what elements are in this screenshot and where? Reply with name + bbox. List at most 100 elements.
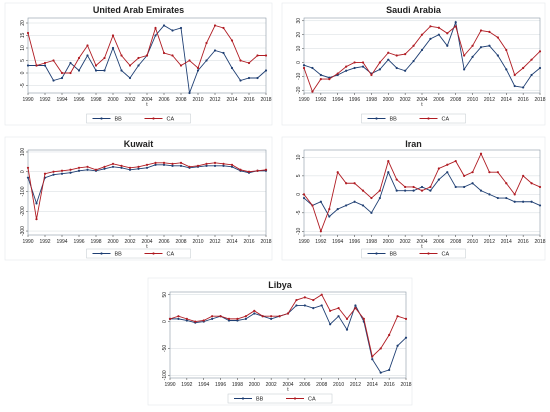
data-point-bb: [103, 69, 106, 72]
x-axis-label: t: [146, 102, 148, 108]
data-point-ca: [270, 315, 273, 318]
data-point-bb: [179, 164, 183, 167]
data-point-ca: [286, 312, 290, 315]
x-tick-label: 1994: [198, 382, 209, 388]
x-tick-label: 2014: [226, 239, 237, 245]
data-point-ca: [196, 66, 200, 70]
data-point-bb: [247, 76, 251, 80]
data-point-ca: [278, 315, 281, 318]
data-point-bb: [302, 196, 306, 200]
data-point-bb: [479, 46, 483, 49]
x-axis-label: t: [287, 387, 289, 393]
y-tick-label: 20: [296, 32, 302, 38]
x-tick-label: 2012: [209, 239, 220, 245]
data-point-bb: [319, 200, 322, 203]
data-point-bb: [387, 58, 390, 61]
data-point-bb: [244, 317, 247, 320]
x-tick-label: 2014: [501, 239, 512, 245]
y-tick-label: 10: [296, 154, 302, 160]
data-point-ca: [77, 166, 81, 169]
data-point-bb: [522, 200, 525, 203]
data-point-bb: [111, 165, 115, 168]
chart-panel: Kuwait -300 -200 -100 0 100 1990 1992 1994 1996 19…: [4, 136, 273, 261]
legend-marker-ca: [427, 117, 430, 120]
data-point-ca: [227, 317, 231, 320]
data-point-ca: [522, 174, 525, 177]
data-point-bb: [162, 24, 166, 27]
data-point-bb: [488, 44, 491, 47]
data-point-bb: [60, 172, 64, 175]
x-tick-label: 2008: [450, 97, 461, 103]
data-point-bb: [35, 202, 38, 205]
data-point-ca: [244, 315, 247, 318]
data-point-ca: [154, 26, 157, 30]
x-tick-label: 1994: [332, 239, 343, 245]
data-point-ca: [371, 355, 374, 358]
data-point-ca: [60, 169, 64, 172]
data-point-ca: [361, 61, 365, 64]
data-point-ca: [145, 54, 149, 57]
chart-title: Iran: [405, 139, 422, 149]
x-tick-label: 1996: [215, 382, 226, 388]
legend: [86, 248, 191, 259]
data-point-bb: [345, 204, 348, 207]
data-point-bb: [345, 328, 349, 331]
data-point-bb: [145, 166, 149, 169]
data-point-bb: [69, 171, 72, 174]
x-tick-label: 1992: [181, 382, 192, 388]
x-tick-label: 2008: [175, 239, 186, 245]
x-tick-label: 2010: [192, 239, 203, 245]
x-tick-label: 2002: [400, 97, 411, 103]
data-point-ca: [256, 169, 259, 172]
data-point-bb: [446, 44, 449, 47]
y-tick-label: -20: [296, 86, 302, 93]
data-point-ca: [103, 56, 106, 60]
chart-title: Saudi Arabia: [386, 5, 442, 15]
data-point-ca: [396, 315, 399, 318]
data-point-ca: [43, 61, 47, 65]
data-point-bb: [379, 371, 382, 374]
data-point-ca: [137, 165, 140, 168]
data-point-ca: [463, 174, 466, 177]
legend-marker-ca: [427, 252, 430, 255]
x-tick-label: 2004: [141, 239, 152, 245]
x-tick-label: 2006: [433, 97, 444, 103]
x-tick-label: 2002: [266, 382, 277, 388]
x-tick-label: 2010: [467, 97, 478, 103]
x-tick-label: 2006: [433, 239, 444, 245]
data-point-bb: [213, 49, 217, 52]
y-tick-label: 50: [162, 292, 168, 298]
x-tick-label: 2008: [175, 97, 186, 103]
data-point-ca: [395, 54, 398, 57]
data-point-ca: [261, 315, 264, 318]
data-point-bb: [60, 76, 64, 80]
legend-label-bb: BB: [390, 117, 398, 123]
data-point-bb: [454, 185, 457, 189]
data-point-ca: [69, 71, 72, 75]
data-point-bb: [396, 344, 399, 347]
legend-label-ca: CA: [167, 252, 175, 258]
data-point-ca: [213, 24, 217, 27]
data-point-bb: [52, 173, 55, 176]
data-point-ca: [26, 166, 30, 169]
data-point-ca: [52, 170, 55, 173]
data-point-ca: [205, 41, 208, 45]
x-tick-label: 2008: [450, 239, 461, 245]
data-point-bb: [420, 185, 424, 189]
y-tick-label: -100: [162, 370, 168, 380]
x-tick-label: 2018: [400, 382, 411, 388]
data-point-bb: [429, 189, 432, 192]
legend-label-ca: CA: [442, 117, 450, 123]
x-tick-label: 2012: [350, 382, 361, 388]
data-point-ca: [219, 315, 222, 318]
y-tick-label: 15: [20, 33, 26, 39]
data-point-ca: [179, 161, 183, 164]
data-point-bb: [412, 189, 415, 192]
data-point-ca: [311, 90, 314, 93]
legend-marker-bb: [241, 397, 245, 400]
data-point-ca: [177, 315, 180, 318]
data-point-ca: [52, 59, 55, 62]
data-point-ca: [137, 56, 140, 60]
data-point-bb: [404, 189, 407, 192]
y-tick-label: -5: [296, 210, 302, 215]
